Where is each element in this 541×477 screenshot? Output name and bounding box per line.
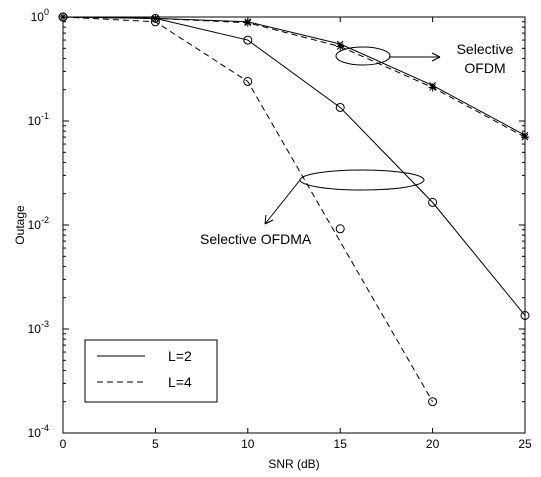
ofdm-ellipse	[335, 46, 391, 66]
x-axis-label: SNR (dB)	[268, 457, 319, 471]
data-point-circle	[243, 35, 253, 45]
data-point-circle	[520, 310, 530, 320]
legend-label-l2: L=2	[168, 348, 192, 364]
legend-label-l4: L=4	[168, 374, 192, 390]
ofdma-arrow-line	[264, 179, 301, 225]
series-line-ofdm-4	[62, 16, 526, 138]
data-point-circle	[335, 224, 345, 234]
data-point-star	[428, 83, 437, 92]
x-tick-label: 20	[426, 437, 440, 451]
legend: L=2 L=4	[84, 339, 218, 403]
data-point-circle	[428, 397, 438, 407]
y-tick-label: 100	[31, 7, 49, 24]
series-line-ofdm-3	[62, 16, 526, 136]
data-point-circle	[243, 76, 253, 86]
y-tick-label: 10-1	[28, 111, 49, 128]
y-tick-label: 10-2	[28, 215, 49, 232]
axis-ticks: 0 5 10 15 20 25 100 10-1 10-2 10-3 10-4	[28, 7, 532, 451]
y-tick-label: 10-4	[28, 423, 49, 440]
ofdma-annotation: Selective OFDMA	[200, 231, 312, 247]
ofdm-arrow-head	[431, 52, 441, 62]
data-point-star	[59, 13, 67, 21]
x-tick-label: 5	[152, 437, 159, 451]
ofdm-annotation-line-2: OFDM	[464, 60, 505, 76]
ofdm-annotation-line-1: Selective	[457, 41, 514, 57]
data-point-star	[336, 42, 345, 51]
data-point-star	[521, 133, 529, 142]
ofdma-arrow-head	[264, 214, 274, 225]
data-point-star	[151, 14, 160, 23]
legend-box	[84, 339, 218, 403]
data-point-circle	[335, 102, 345, 112]
x-tick-label: 25	[518, 437, 532, 451]
series-layer	[58, 12, 530, 407]
data-point-circle	[428, 197, 438, 207]
y-tick-label: 10-3	[28, 319, 49, 336]
x-tick-label: 10	[241, 437, 255, 451]
data-point-star	[243, 18, 252, 27]
x-tick-label: 0	[60, 437, 67, 451]
y-axis-label: Outage	[13, 205, 27, 245]
x-tick-label: 15	[334, 437, 348, 451]
